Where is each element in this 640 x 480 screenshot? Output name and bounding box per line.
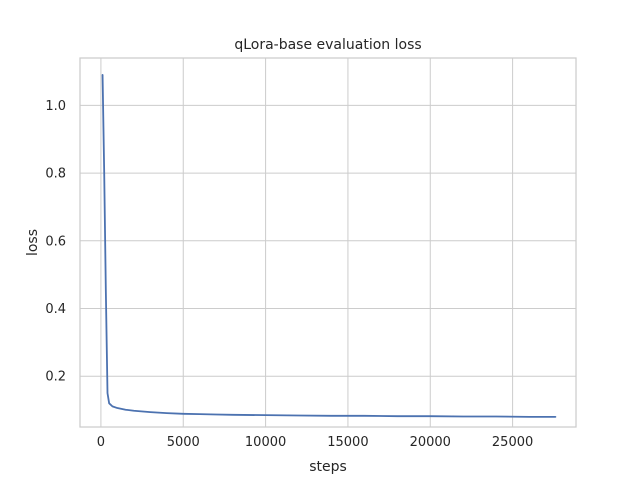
- loss-series-line: [101, 74, 557, 418]
- y-tick-label: 0.8: [45, 167, 66, 182]
- series-layer: [101, 74, 557, 418]
- x-axis-label: steps: [309, 459, 347, 475]
- tick-labels: 0 5000 10000 15000 20000 25000 0.2 0.4 0.6 0.8 1.0: [45, 99, 533, 450]
- y-tick-label: 0.6: [45, 234, 66, 249]
- x-tick-label: 15000: [327, 435, 368, 450]
- chart-title: qLora-base evaluation loss: [234, 37, 421, 53]
- plot-frame: [79, 57, 577, 428]
- x-tick-label: 20000: [410, 435, 451, 450]
- x-tick-label: 0: [97, 435, 105, 450]
- x-tick-label: 5000: [167, 435, 200, 450]
- x-tick-label: 25000: [492, 435, 533, 450]
- y-tick-label: 0.2: [45, 370, 66, 385]
- y-tick-label: 0.4: [45, 302, 66, 317]
- x-tick-label: 10000: [245, 435, 286, 450]
- grid: [80, 58, 576, 427]
- y-axis-label: loss: [25, 229, 41, 256]
- y-tick-label: 1.0: [45, 99, 66, 114]
